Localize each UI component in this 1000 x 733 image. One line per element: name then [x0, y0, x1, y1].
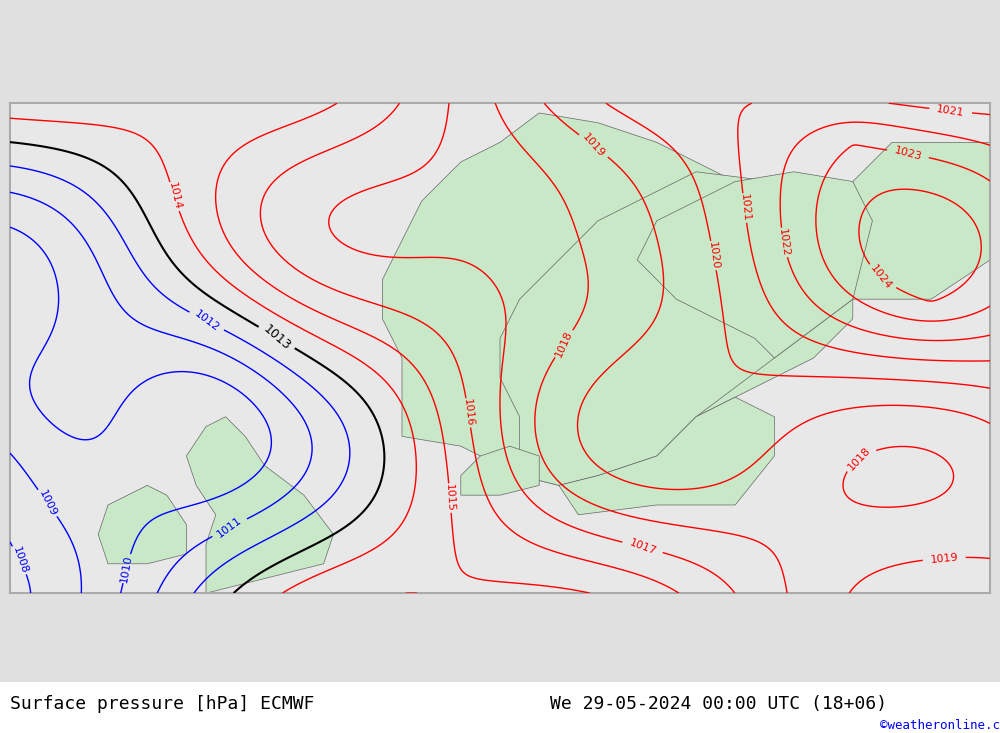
Polygon shape	[853, 142, 990, 299]
Polygon shape	[500, 172, 892, 485]
Text: 1019: 1019	[930, 552, 959, 564]
Polygon shape	[637, 172, 892, 358]
Polygon shape	[559, 397, 774, 515]
Text: ©weatheronline.co.uk: ©weatheronline.co.uk	[880, 719, 1000, 732]
Text: 1022: 1022	[777, 228, 791, 257]
Polygon shape	[461, 446, 539, 496]
Text: 1021: 1021	[936, 103, 965, 118]
Text: 1019: 1019	[581, 132, 607, 160]
Text: 1010: 1010	[119, 554, 134, 583]
Text: 1017: 1017	[628, 537, 657, 557]
Text: 1021: 1021	[738, 194, 751, 223]
Text: 1013: 1013	[260, 323, 293, 353]
Text: 1011: 1011	[215, 515, 244, 540]
Polygon shape	[98, 485, 186, 564]
Text: 1012: 1012	[192, 309, 221, 334]
Text: 1024: 1024	[869, 262, 894, 291]
Text: 1020: 1020	[707, 241, 720, 270]
Text: 1018: 1018	[846, 446, 872, 473]
Text: We 29-05-2024 00:00 UTC (18+06): We 29-05-2024 00:00 UTC (18+06)	[550, 695, 887, 712]
Polygon shape	[382, 113, 853, 485]
Text: 1008: 1008	[11, 545, 29, 575]
Text: 1018: 1018	[554, 329, 574, 358]
Text: 1009: 1009	[37, 488, 58, 518]
Text: Surface pressure [hPa] ECMWF: Surface pressure [hPa] ECMWF	[10, 695, 314, 712]
Polygon shape	[186, 417, 333, 593]
Text: 1014: 1014	[167, 182, 182, 211]
Text: 1015: 1015	[444, 484, 456, 512]
Text: 1023: 1023	[893, 145, 923, 162]
Text: 1016: 1016	[462, 399, 475, 427]
